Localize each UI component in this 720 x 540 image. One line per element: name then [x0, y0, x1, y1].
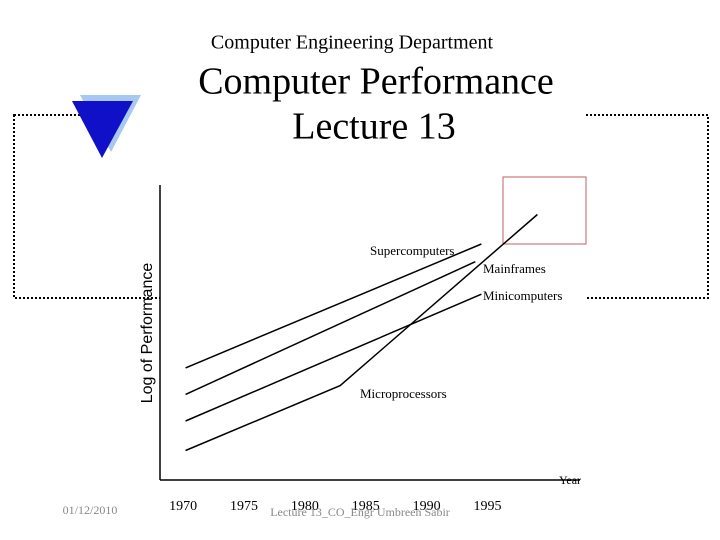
- title: Computer Performance: [198, 61, 554, 103]
- x-tick-label: 1970: [169, 499, 197, 514]
- footer-date: 01/12/2010: [63, 503, 118, 517]
- series-label: Minicomputers: [483, 288, 562, 303]
- x-tick-label: 1980: [291, 499, 319, 514]
- series-line: [185, 261, 476, 396]
- title-backdrop: [82, 108, 465, 122]
- series-line: [185, 243, 482, 369]
- x-tick-label: 1995: [473, 499, 501, 514]
- series-line: [185, 213, 538, 452]
- series-line: [185, 293, 482, 422]
- decor-box: [502, 176, 587, 245]
- chart-backdrop: [160, 110, 585, 500]
- x-tick-label: 1990: [413, 499, 441, 514]
- footer-note: Lecture 13_CO_Engr Umbreen Sabir: [270, 505, 450, 519]
- x-tick-label: 1975: [230, 499, 258, 514]
- department: Computer Engineering Department: [211, 32, 494, 54]
- triangle: [72, 101, 133, 158]
- subtitle: Lecture 13: [292, 106, 456, 148]
- y-axis-label: Log of Performance: [139, 263, 156, 404]
- series-label: Mainframes: [483, 261, 546, 276]
- x-axis-label: Year: [559, 473, 581, 487]
- x-tick-label: 1985: [352, 499, 380, 514]
- series-label: Supercomputers: [370, 243, 454, 258]
- series-label: Microprocessors: [360, 386, 447, 401]
